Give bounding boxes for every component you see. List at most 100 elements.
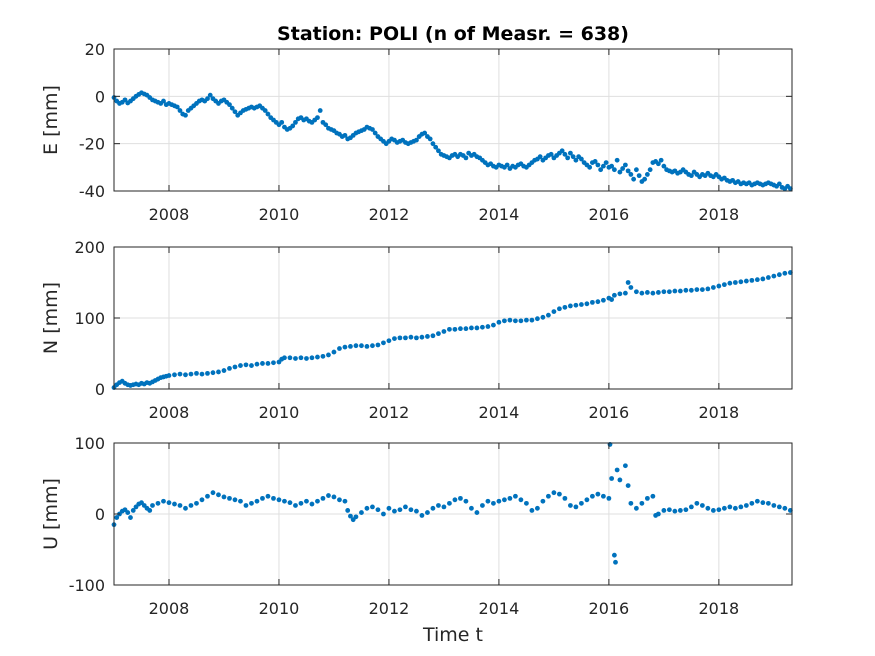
- east-data-point: [232, 109, 238, 115]
- north-data-point: [353, 343, 359, 349]
- figure-title: Station: POLI (n of Measr. = 638): [277, 23, 629, 45]
- up-data-point: [210, 490, 216, 496]
- up-x-tick-label: 2018: [699, 599, 740, 618]
- north-data-point: [386, 338, 392, 344]
- north-data-point: [573, 302, 579, 308]
- up-data-point: [782, 505, 788, 511]
- east-data-point: [427, 136, 433, 142]
- east-plot-area: [114, 49, 792, 191]
- north-data-point: [232, 364, 238, 370]
- up-data-point: [147, 508, 153, 513]
- north-data-point: [227, 366, 232, 371]
- up-data-point: [628, 500, 634, 506]
- up-data-point: [249, 500, 254, 506]
- up-data-point: [469, 505, 474, 511]
- north-data-point: [458, 326, 463, 332]
- north-data-point: [705, 286, 711, 292]
- east-data-point: [655, 161, 661, 167]
- north-data-point: [743, 278, 749, 284]
- north-data-point: [337, 346, 342, 351]
- north-data-point: [639, 290, 645, 296]
- up-data-point: [458, 495, 463, 501]
- up-data-point: [166, 500, 172, 506]
- up-data-point: [436, 503, 441, 508]
- up-data-point: [600, 493, 606, 499]
- panel-north: 2008 2010 2012 2014 2016 2018 0 100 200 N [mm]: [40, 238, 793, 422]
- east-data-point: [436, 148, 441, 154]
- up-data-point: [749, 500, 755, 506]
- east-x-tick-label: 2012: [369, 205, 410, 224]
- up-data-point: [155, 500, 161, 506]
- up-data-point: [298, 500, 304, 506]
- north-data-point: [716, 283, 722, 289]
- up-data-point: [199, 497, 205, 503]
- up-data-point: [562, 495, 568, 501]
- up-data-point: [408, 507, 414, 513]
- north-x-tick-label: 2008: [149, 403, 190, 422]
- up-x-tick-label: 2010: [259, 599, 300, 618]
- north-x-tick-label: 2010: [259, 403, 300, 422]
- up-data-point: [589, 493, 595, 499]
- north-data-point: [600, 297, 606, 303]
- east-data-point: [537, 154, 543, 160]
- east-axes-frame: [113, 48, 793, 192]
- north-data-point: [172, 372, 177, 378]
- north-data-point: [727, 280, 733, 286]
- up-data-point: [573, 504, 579, 510]
- north-data-point: [617, 291, 623, 297]
- east-data-point: [598, 167, 604, 173]
- north-data-point: [567, 303, 573, 309]
- up-data-point: [414, 508, 419, 514]
- east-data-point: [620, 166, 626, 171]
- up-data-point: [282, 498, 287, 504]
- up-data-point: [639, 500, 645, 506]
- up-data-point: [463, 498, 469, 504]
- up-data-point: [710, 508, 716, 513]
- up-data-point: [337, 497, 342, 503]
- north-data-point: [738, 279, 744, 285]
- up-data-point: [315, 498, 320, 504]
- north-data-point: [469, 325, 474, 331]
- north-data-point: [381, 340, 386, 346]
- east-data-point: [567, 150, 573, 156]
- north-data-point: [447, 326, 452, 332]
- north-data-point: [221, 368, 227, 373]
- up-data-point: [183, 505, 188, 511]
- north-data-point: [776, 272, 782, 278]
- east-y-axis-label: E [mm]: [40, 85, 62, 155]
- east-data-point: [642, 176, 648, 182]
- north-data-point: [254, 361, 260, 367]
- up-data-point: [419, 513, 425, 518]
- north-data-point: [210, 370, 216, 376]
- up-data-point: [232, 497, 238, 503]
- east-data-point: [122, 97, 128, 103]
- north-data-point: [436, 331, 441, 337]
- east-y-tick-label: 20: [85, 40, 105, 59]
- north-data-point: [331, 349, 337, 355]
- north-data-point: [535, 316, 540, 322]
- up-data-point: [425, 510, 430, 515]
- north-data-point: [320, 353, 326, 359]
- up-data-point: [529, 508, 535, 513]
- up-data-point: [672, 508, 678, 514]
- east-data-point: [565, 155, 571, 161]
- north-data-point: [370, 343, 375, 349]
- up-data-point: [727, 504, 733, 510]
- up-data-point: [441, 504, 447, 510]
- up-data-point: [485, 498, 491, 504]
- up-x-tick-label: 2014: [479, 599, 520, 618]
- up-y-tick-label: 100: [74, 434, 105, 453]
- up-data-point: [677, 508, 683, 513]
- north-data-point: [771, 273, 777, 279]
- north-data-point: [496, 319, 502, 325]
- north-y-tick-label: 200: [74, 238, 105, 257]
- north-data-point: [414, 335, 419, 341]
- up-x-tick-label: 2008: [149, 599, 190, 618]
- east-data-point: [504, 162, 510, 168]
- up-data-point: [364, 505, 370, 511]
- up-data-point: [699, 503, 705, 508]
- east-data-point: [609, 163, 615, 169]
- up-y-axis-label: U [mm]: [40, 478, 62, 550]
- north-data-point: [463, 326, 469, 332]
